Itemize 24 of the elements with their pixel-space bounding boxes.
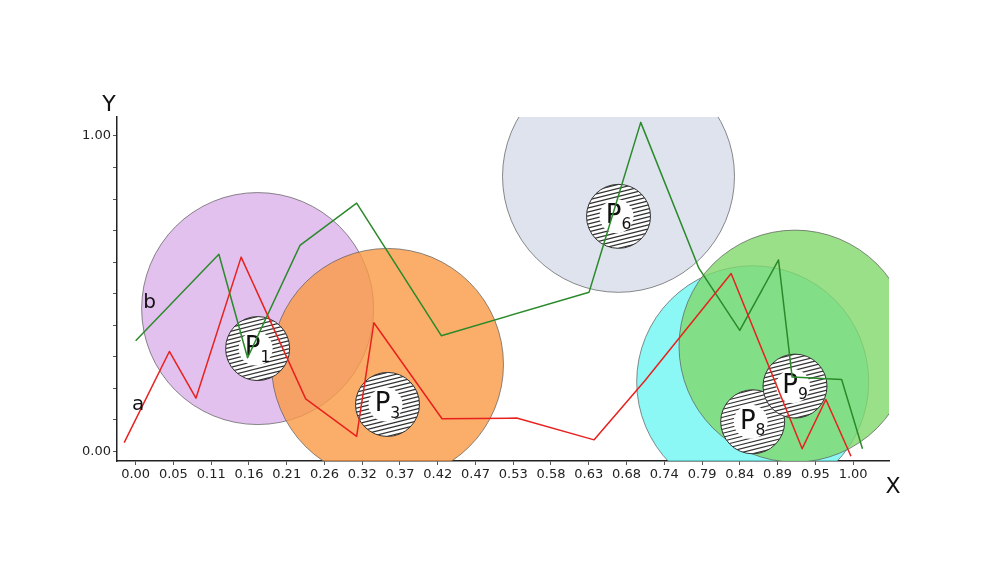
x-tick-label: 0.32 [347,466,377,482]
x-axis-title: X [885,472,901,498]
x-tick-label: 0.68 [612,466,642,482]
x-tick-label: 0.11 [196,466,226,482]
x-tick-label: 0.05 [158,466,188,482]
x-tick-label: 0.47 [461,466,490,482]
x-tick-label: 0.84 [725,466,755,482]
x-tick-label: 0.74 [649,466,679,482]
x-tick-label: 0.58 [536,466,566,482]
x-tick-label: 1.00 [838,466,868,482]
y-axis-title: Y [101,90,117,116]
x-tick-label: 0.16 [234,466,264,482]
x-tick-label: 0.26 [310,466,339,482]
x-tick-label: 0.89 [763,466,793,482]
x-tick-label: 0.79 [687,466,717,482]
x-tick-label: 0.37 [385,466,415,482]
x-tick-label: 0.21 [272,466,302,482]
x-tick-label: 0.53 [498,466,528,482]
series-label: b [143,288,157,313]
x-tick-label: 0.00 [121,466,151,482]
x-tick-label: 0.63 [574,466,604,482]
series-label: a [132,390,145,415]
x-tick-label: 0.95 [800,466,830,482]
x-tick-label: 0.42 [423,466,453,482]
